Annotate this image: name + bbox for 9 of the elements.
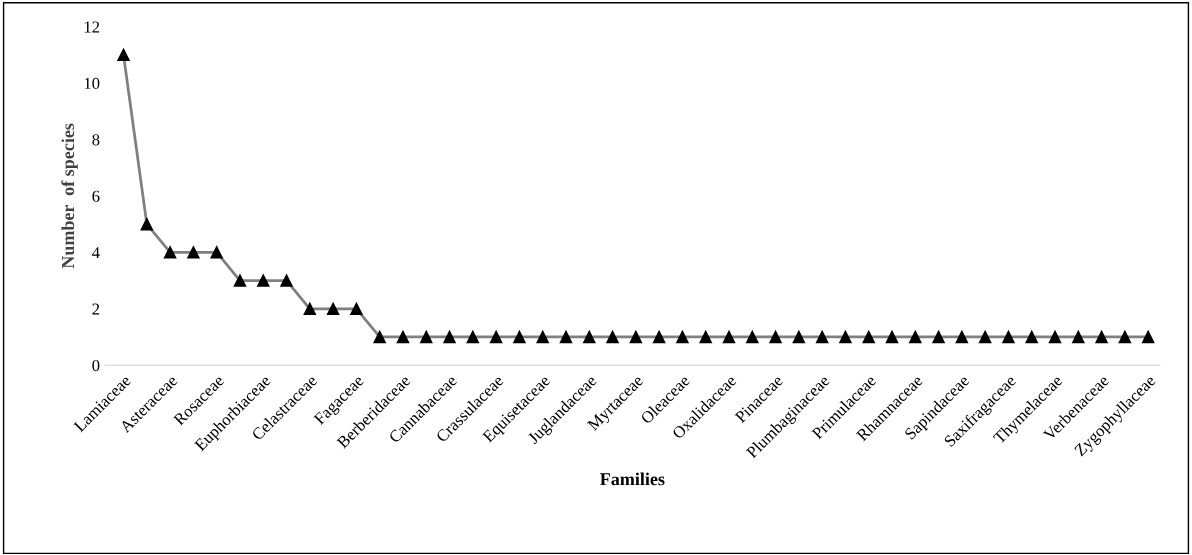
y-tick-label: 2 (92, 303, 100, 315)
y-tick-label: 4 (92, 247, 100, 259)
x-axis-title: Families (600, 472, 665, 486)
y-axis-title: Number of species (61, 123, 78, 269)
y-tick-label: 8 (92, 134, 100, 146)
y-tick-label: 10 (84, 77, 100, 90)
y-tick-label: 0 (92, 359, 100, 372)
y-tick-label: 6 (92, 190, 100, 202)
y-tick-label: 12 (84, 21, 100, 33)
